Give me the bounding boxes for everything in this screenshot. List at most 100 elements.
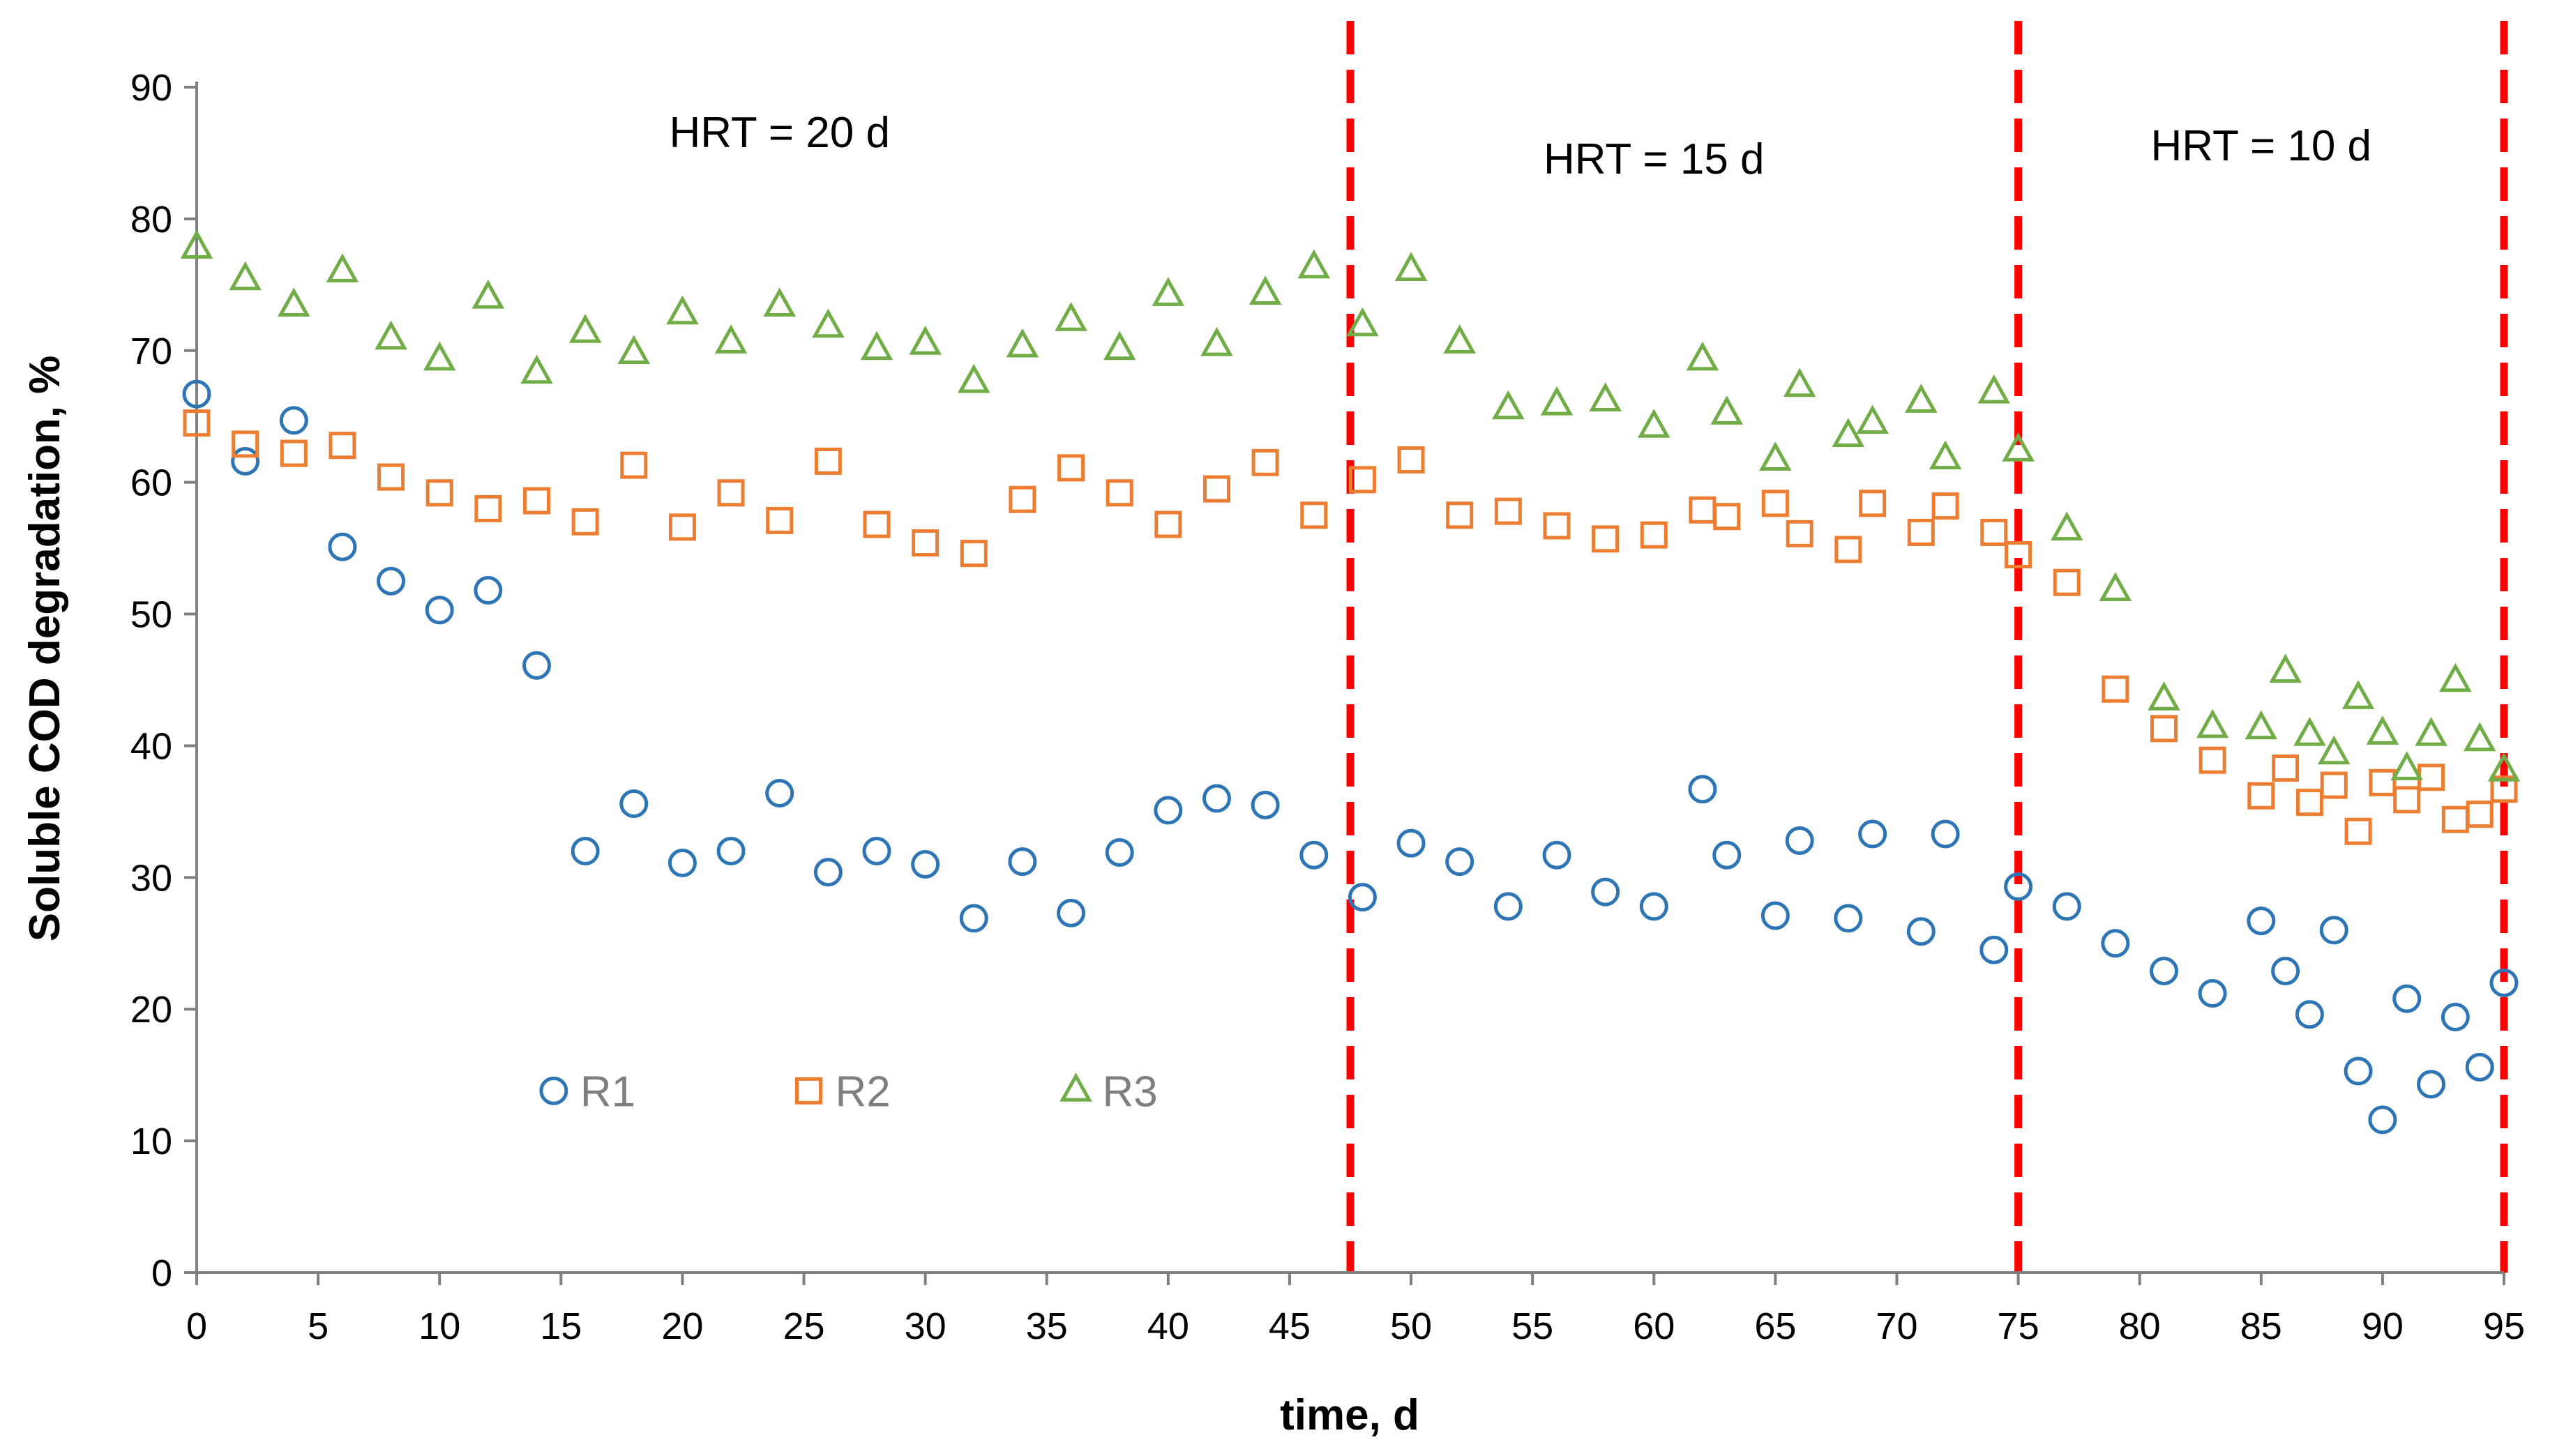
hrt-annotation: HRT = 20 d (669, 109, 890, 157)
hrt-annotation: HRT = 15 d (1544, 135, 1765, 183)
data-point-r2 (2441, 805, 2469, 833)
data-point-r2 (1907, 518, 1935, 546)
data-point-r3 (1006, 328, 1039, 358)
data-point-r2 (2369, 768, 2397, 796)
data-point-r1 (619, 789, 649, 819)
data-point-r1 (1202, 784, 1231, 813)
data-point-r1 (2271, 956, 2300, 985)
data-point-r2 (2466, 801, 2494, 828)
tick-labels: 0 10 20 30 40 50 60 70 80 90 0 5 10 15 20 25 30 35 40 45 50 5… (130, 67, 2525, 1347)
x-tick-label: 15 (540, 1305, 582, 1347)
data-point-r1 (2052, 892, 2081, 921)
legend-marker-r2 (794, 1077, 822, 1105)
data-point-r3 (1249, 275, 1282, 305)
data-point-r2 (1931, 492, 1959, 520)
data-point-r2 (1154, 510, 1182, 538)
data-point-r2 (1251, 448, 1279, 476)
data-point-r3 (2269, 653, 2302, 683)
series-r1 (182, 379, 2519, 1135)
legend-item-r3: R3 (1059, 1068, 1158, 1116)
data-point-r3 (812, 308, 845, 338)
data-point-r1 (2344, 1056, 2373, 1086)
data-point-r1 (1931, 819, 1960, 849)
data-point-r3 (1540, 386, 1574, 416)
x-axis-title: time, d (1280, 1391, 1419, 1439)
data-point-r2 (522, 487, 550, 515)
x-tick-label: 55 (1511, 1305, 1553, 1347)
data-point-r1 (182, 379, 211, 409)
data-point-r3 (2439, 662, 2472, 692)
data-point-r2 (863, 510, 891, 538)
data-point-r1 (2101, 929, 2130, 958)
data-point-r1 (1008, 847, 1037, 877)
data-point-r2 (1057, 454, 1085, 482)
data-point-r3 (1394, 252, 1428, 281)
data-point-r2 (1592, 525, 1620, 553)
data-point-r1 (1906, 917, 1936, 946)
data-point-r2 (2150, 715, 2178, 743)
data-point-r3 (1638, 409, 1670, 438)
series-r3 (180, 229, 2521, 782)
data-point-r3 (2196, 708, 2229, 738)
data-point-r2 (1689, 496, 1717, 524)
legend-item-r2: R2 (794, 1068, 891, 1116)
data-point-r1 (279, 406, 308, 435)
data-point-r2 (1859, 490, 1887, 517)
data-point-r3 (1686, 341, 1719, 371)
data-point-r2 (2198, 746, 2226, 774)
x-tick-label: 85 (2240, 1305, 2282, 1347)
data-point-r2 (2295, 789, 2323, 817)
data-point-r2 (766, 506, 794, 534)
data-point-r3 (763, 287, 796, 317)
y-tick-label: 20 (130, 989, 172, 1031)
data-point-r1 (1542, 840, 1571, 870)
x-tick-label: 40 (1147, 1305, 1189, 1347)
data-point-r3 (1783, 367, 1816, 397)
data-point-r3 (2390, 751, 2423, 780)
hrt-boundary-lines (1346, 21, 2508, 1273)
data-point-r1 (2465, 1052, 2494, 1082)
data-point-r1 (2489, 968, 2519, 997)
data-point-r1 (2295, 1000, 2324, 1029)
data-point-r3 (958, 363, 990, 393)
data-point-r3 (326, 253, 359, 282)
y-tick-label: 30 (130, 857, 172, 899)
data-point-r1 (2150, 956, 2179, 985)
data-series (180, 229, 2521, 1135)
data-point-r3 (2148, 681, 2180, 711)
data-point-r1 (959, 904, 988, 933)
data-point-r1 (522, 651, 551, 680)
data-point-r1 (2368, 1105, 2397, 1135)
annotations: HRT = 20 d HRT = 15 d HRT = 10 d (669, 109, 2371, 183)
data-point-r1 (1396, 828, 1426, 858)
data-point-r3 (1856, 404, 1889, 434)
data-point-r3 (2317, 735, 2351, 765)
data-point-r1 (1348, 883, 1377, 912)
data-point-r2 (1761, 490, 1789, 517)
data-point-r1 (1785, 826, 1814, 855)
data-point-r3 (2341, 680, 2375, 709)
data-point-r2 (2247, 782, 2275, 810)
data-point-r1 (2198, 979, 2227, 1008)
data-point-r1 (1299, 840, 1329, 870)
data-point-r3 (423, 341, 456, 371)
data-point-r1 (1591, 877, 1620, 907)
x-tick-label: 65 (1754, 1305, 1796, 1347)
data-point-r3 (375, 320, 407, 350)
data-point-r3 (568, 314, 602, 343)
data-point-r2 (620, 451, 648, 479)
data-point-r2 (2490, 775, 2518, 803)
data-point-r2 (1009, 485, 1036, 513)
data-point-r1 (1639, 892, 1668, 921)
data-point-r2 (280, 439, 308, 467)
data-point-r3 (860, 331, 893, 361)
data-point-r3 (1346, 307, 1379, 337)
data-point-r1 (2392, 984, 2422, 1013)
data-point-r3 (1589, 382, 1622, 411)
x-tick-label: 25 (783, 1305, 824, 1347)
data-point-r2 (1397, 446, 1425, 474)
data-point-r1 (1834, 904, 1863, 933)
y-tick-label: 90 (130, 67, 172, 109)
